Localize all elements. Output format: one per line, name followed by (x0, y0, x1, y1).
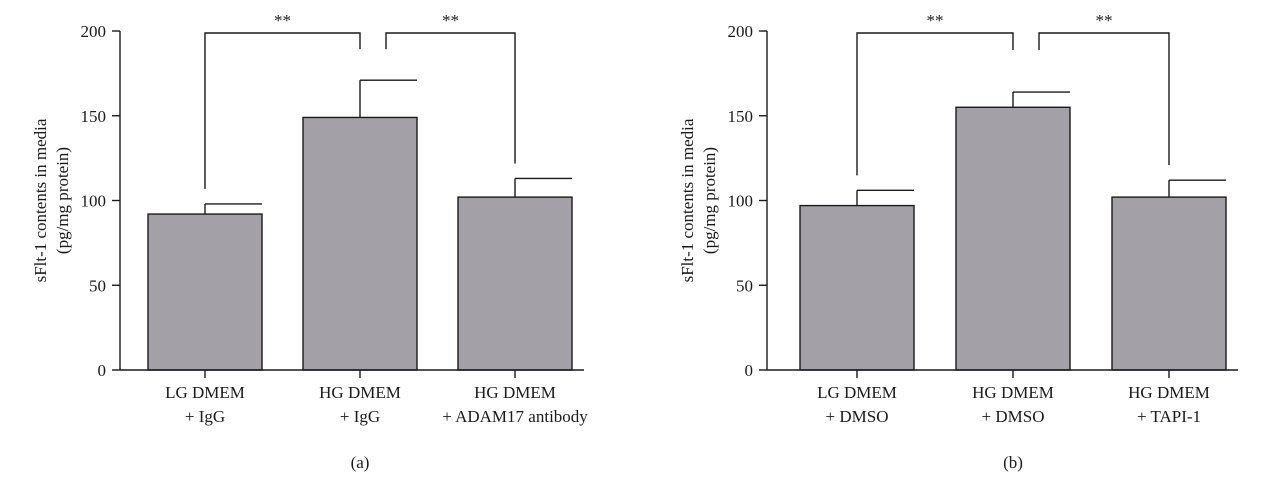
significance-label: ** (442, 11, 459, 30)
significance-label: ** (1096, 11, 1113, 30)
y-tick-label: 0 (745, 361, 754, 380)
y-axis-label: sFlt-1 contents in media (pg/mg protein) (678, 118, 719, 282)
bar (1111, 196, 1227, 371)
significance-bracket (385, 32, 516, 164)
y-tick-label: 50 (89, 276, 106, 295)
y-axis-label-line: (pg/mg protein) (700, 147, 719, 254)
category-label-line: LG DMEM (817, 383, 897, 402)
category-label-line: HG DMEM (319, 383, 401, 402)
y-tick-label: 50 (736, 276, 753, 295)
y-tick-label: 150 (81, 107, 107, 126)
y-tick-label: 100 (81, 192, 107, 211)
category-label: LG DMEM + DMSO (817, 383, 897, 426)
category-label: HG DMEM + ADAM17 antibody (442, 383, 588, 426)
significance-bracket (1038, 32, 1170, 166)
category-label: HG DMEM + IgG (319, 383, 401, 426)
y-tick-label: 0 (98, 361, 107, 380)
y-axis-label-line: sFlt-1 contents in media (678, 118, 697, 282)
y-tick-label: 100 (728, 192, 754, 211)
bar (457, 196, 573, 371)
panel-label: (b) (1003, 453, 1023, 472)
category-label-line: + DMSO (982, 407, 1045, 426)
category-label-line: + ADAM17 antibody (442, 407, 588, 426)
panel-label: (a) (351, 453, 370, 472)
bar (302, 116, 418, 371)
category-label-line: + DMSO (826, 407, 889, 426)
category-label-line: LG DMEM (165, 383, 245, 402)
category-label: LG DMEM + IgG (165, 383, 245, 426)
y-tick-label: 200 (728, 22, 754, 41)
category-label: HG DMEM + TAPI-1 (1128, 383, 1210, 426)
category-label-line: + TAPI-1 (1137, 407, 1201, 426)
panel-b: 0 50 100 150 200 sFlt-1 contents in media (pg/… (678, 11, 1238, 472)
panel-a: 0 50 100 150 200 sFlt-1 contents in media (pg/… (31, 11, 588, 472)
significance-label: ** (927, 11, 944, 30)
y-axis-label-line: (pg/mg protein) (53, 147, 72, 254)
bar (799, 204, 915, 371)
y-axis-label-line: sFlt-1 contents in media (31, 118, 50, 282)
category-label-line: + IgG (185, 407, 225, 426)
category-label-line: HG DMEM (972, 383, 1054, 402)
category-label: HG DMEM + DMSO (972, 383, 1054, 426)
significance-bracket (856, 32, 1014, 176)
y-tick-label: 150 (728, 107, 754, 126)
significance-label: ** (274, 11, 291, 30)
category-label-line: HG DMEM (474, 383, 556, 402)
bar (955, 106, 1071, 371)
significance-bracket (204, 32, 361, 189)
category-label-line: + IgG (340, 407, 380, 426)
bar (147, 213, 263, 371)
category-label-line: HG DMEM (1128, 383, 1210, 402)
y-axis-label: sFlt-1 contents in media (pg/mg protein) (31, 118, 72, 282)
y-tick-label: 200 (81, 22, 107, 41)
